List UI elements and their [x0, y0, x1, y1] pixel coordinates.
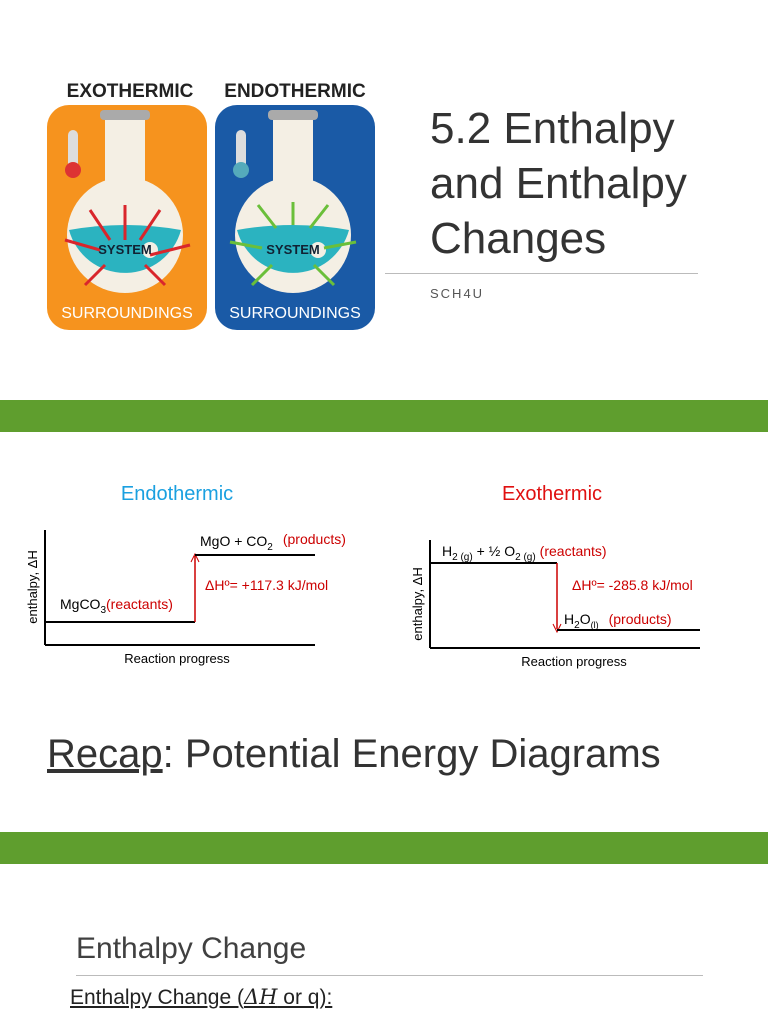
right-axes	[429, 540, 700, 649]
slide-subtitle: SCH4U	[430, 286, 485, 301]
image-label: SYSTEM	[98, 242, 151, 257]
image-label: SYSTEM	[266, 242, 319, 257]
title-underlined: Recap	[47, 732, 163, 776]
y-axis-label: enthalpy, ΔH	[410, 567, 425, 640]
delta-h: ΔHº= -285.8 kJ/mol	[572, 577, 693, 593]
reactants-label: H2 (g) + ½ O2 (g) (reactants)	[442, 543, 607, 563]
title-rest: : Potential Energy Diagrams	[162, 732, 661, 776]
tag: (products)	[283, 531, 346, 547]
exo-endo-image: EXOTHERMIC ENDOTHERMIC	[47, 81, 375, 330]
slide-title: 5.2 Enthalpy and Enthalpy Changes	[430, 104, 687, 263]
formula: MgO + CO	[200, 533, 267, 549]
subscript: 2 (g)	[515, 552, 536, 563]
x-axis-label: Reaction progress	[521, 654, 627, 669]
products-label: H2O(l) (products)	[564, 611, 672, 631]
divider	[76, 975, 703, 976]
slide-title: Recap: Potential Energy Diagrams	[47, 732, 661, 777]
image-label: ENDOTHERMIC	[224, 81, 366, 102]
formula: H	[442, 543, 452, 559]
x-axis-label: Reaction progress	[124, 651, 230, 666]
subscript: 2 (g)	[452, 552, 473, 563]
slide-heading: Enthalpy Change	[76, 932, 307, 965]
image-label: EXOTHERMIC	[67, 81, 194, 102]
definition: Enthalpy Change (ΔH or q):	[70, 985, 332, 1010]
endo-flask	[229, 110, 357, 293]
slide-separator	[0, 832, 768, 864]
delta-h: ΔHº= +117.3 kJ/mol	[205, 577, 328, 593]
products-label: MgO + CO2 (products)	[200, 531, 346, 553]
left-axes	[44, 530, 315, 646]
slide-separator	[0, 400, 768, 432]
formula: MgCO	[60, 596, 101, 612]
diagram-heading: Endothermic	[121, 483, 233, 505]
formula: H	[564, 611, 574, 627]
energy-diagrams: Endothermic Exothermic enthalpy, ΔH Reac…	[25, 483, 700, 669]
symbol: ΔH	[243, 985, 278, 1009]
divider	[385, 273, 698, 274]
image-label: SURROUNDINGS	[61, 305, 193, 322]
subscript: 2	[267, 542, 273, 553]
tag: (reactants)	[106, 596, 173, 612]
reactants-label: MgCO3(reactants)	[60, 596, 173, 616]
definition-prefix: Enthalpy Change (	[70, 986, 244, 1009]
y-axis-label: enthalpy, ΔH	[25, 550, 40, 623]
formula: + ½ O	[473, 543, 516, 559]
tag: (reactants)	[540, 543, 607, 559]
formula: O	[580, 611, 591, 627]
diagram-heading: Exothermic	[502, 483, 602, 505]
subscript: 2	[574, 620, 580, 631]
tag: (products)	[609, 611, 672, 627]
subscript: (l)	[591, 620, 599, 630]
image-label: SURROUNDINGS	[229, 305, 361, 322]
exo-flask	[64, 110, 191, 293]
definition-suffix: or q):	[277, 986, 333, 1009]
subscript: 3	[100, 605, 106, 616]
arrow-head	[552, 623, 562, 634]
